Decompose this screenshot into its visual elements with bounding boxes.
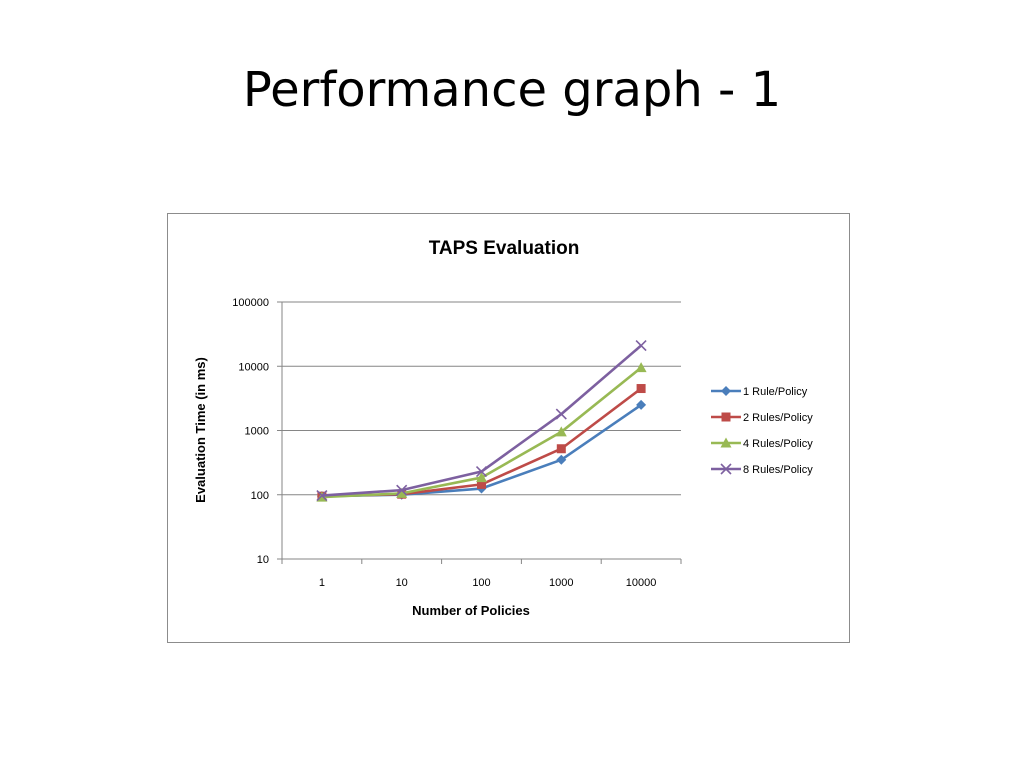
legend-item: 8 Rules/Policy — [711, 463, 813, 476]
legend-item: 4 Rules/Policy — [711, 437, 813, 450]
series-group — [316, 339, 647, 502]
y-tick-label: 10 — [257, 554, 269, 566]
x-tick-label: 10000 — [626, 577, 657, 589]
data-point — [635, 339, 647, 352]
y-tick-label: 100 — [251, 490, 269, 502]
legend-item: 1 Rule/Policy — [711, 386, 808, 398]
y-tick-labels: 10 100 1000 10000 100000 — [232, 297, 269, 566]
data-point — [396, 487, 408, 498]
y-tick-label: 1000 — [245, 426, 269, 438]
data-point — [635, 362, 647, 373]
legend: 1 Rule/Policy 2 Rules/Policy 4 Rules/Polic… — [711, 386, 813, 476]
data-point — [396, 484, 408, 496]
x-marker-stroke — [720, 463, 732, 475]
data-point — [636, 384, 646, 394]
legend-label: 4 Rules/Policy — [743, 438, 813, 450]
x-marker-stroke — [635, 339, 647, 352]
chart-frame: TAPS Evaluation 10 100 1000 10000 100000 1 10… — [167, 213, 850, 643]
legend-item: 2 Rules/Policy — [711, 412, 813, 424]
data-point — [555, 426, 567, 437]
x-marker-stroke — [396, 484, 408, 496]
x-tick-label: 1000 — [549, 577, 573, 589]
x-tick-label: 10 — [396, 577, 408, 589]
legend-marker — [721, 412, 731, 422]
legend-marker — [720, 437, 732, 448]
series-4 — [316, 339, 647, 502]
x-marker-stroke — [316, 490, 328, 502]
y-tick-label: 10000 — [238, 361, 269, 373]
legend-label: 8 Rules/Policy — [743, 464, 813, 476]
chart-title: TAPS Evaluation — [429, 238, 580, 259]
data-point — [477, 479, 486, 489]
x-axis-label: Number of Policies — [412, 603, 530, 618]
slide-title: Performance graph - 1 — [242, 62, 782, 118]
legend-label: 2 Rules/Policy — [743, 412, 813, 424]
line-chart: TAPS Evaluation 10 100 1000 10000 100000 1 10… — [193, 238, 813, 618]
x-tick-label: 100 — [472, 577, 490, 589]
x-tick-labels: 1 10 100 1000 10000 — [319, 577, 657, 589]
x-marker-stroke — [555, 408, 567, 420]
axes — [277, 301, 682, 564]
data-point — [556, 444, 566, 454]
data-point — [475, 465, 488, 478]
x-tick-label: 1 — [319, 577, 325, 589]
data-point — [636, 399, 647, 410]
data-point — [476, 472, 487, 483]
data-point — [316, 490, 328, 502]
gridlines — [282, 301, 681, 496]
x-marker-stroke — [475, 465, 488, 478]
data-point — [555, 408, 567, 420]
legend-marker — [721, 386, 731, 396]
series-3 — [316, 362, 647, 502]
legend-marker — [720, 463, 732, 475]
data-point — [556, 454, 567, 465]
series-2 — [317, 384, 646, 501]
y-tick-label: 100000 — [232, 297, 269, 309]
legend-label: 1 Rule/Policy — [743, 386, 808, 398]
y-axis-label: Evaluation Time (in ms) — [193, 357, 208, 503]
